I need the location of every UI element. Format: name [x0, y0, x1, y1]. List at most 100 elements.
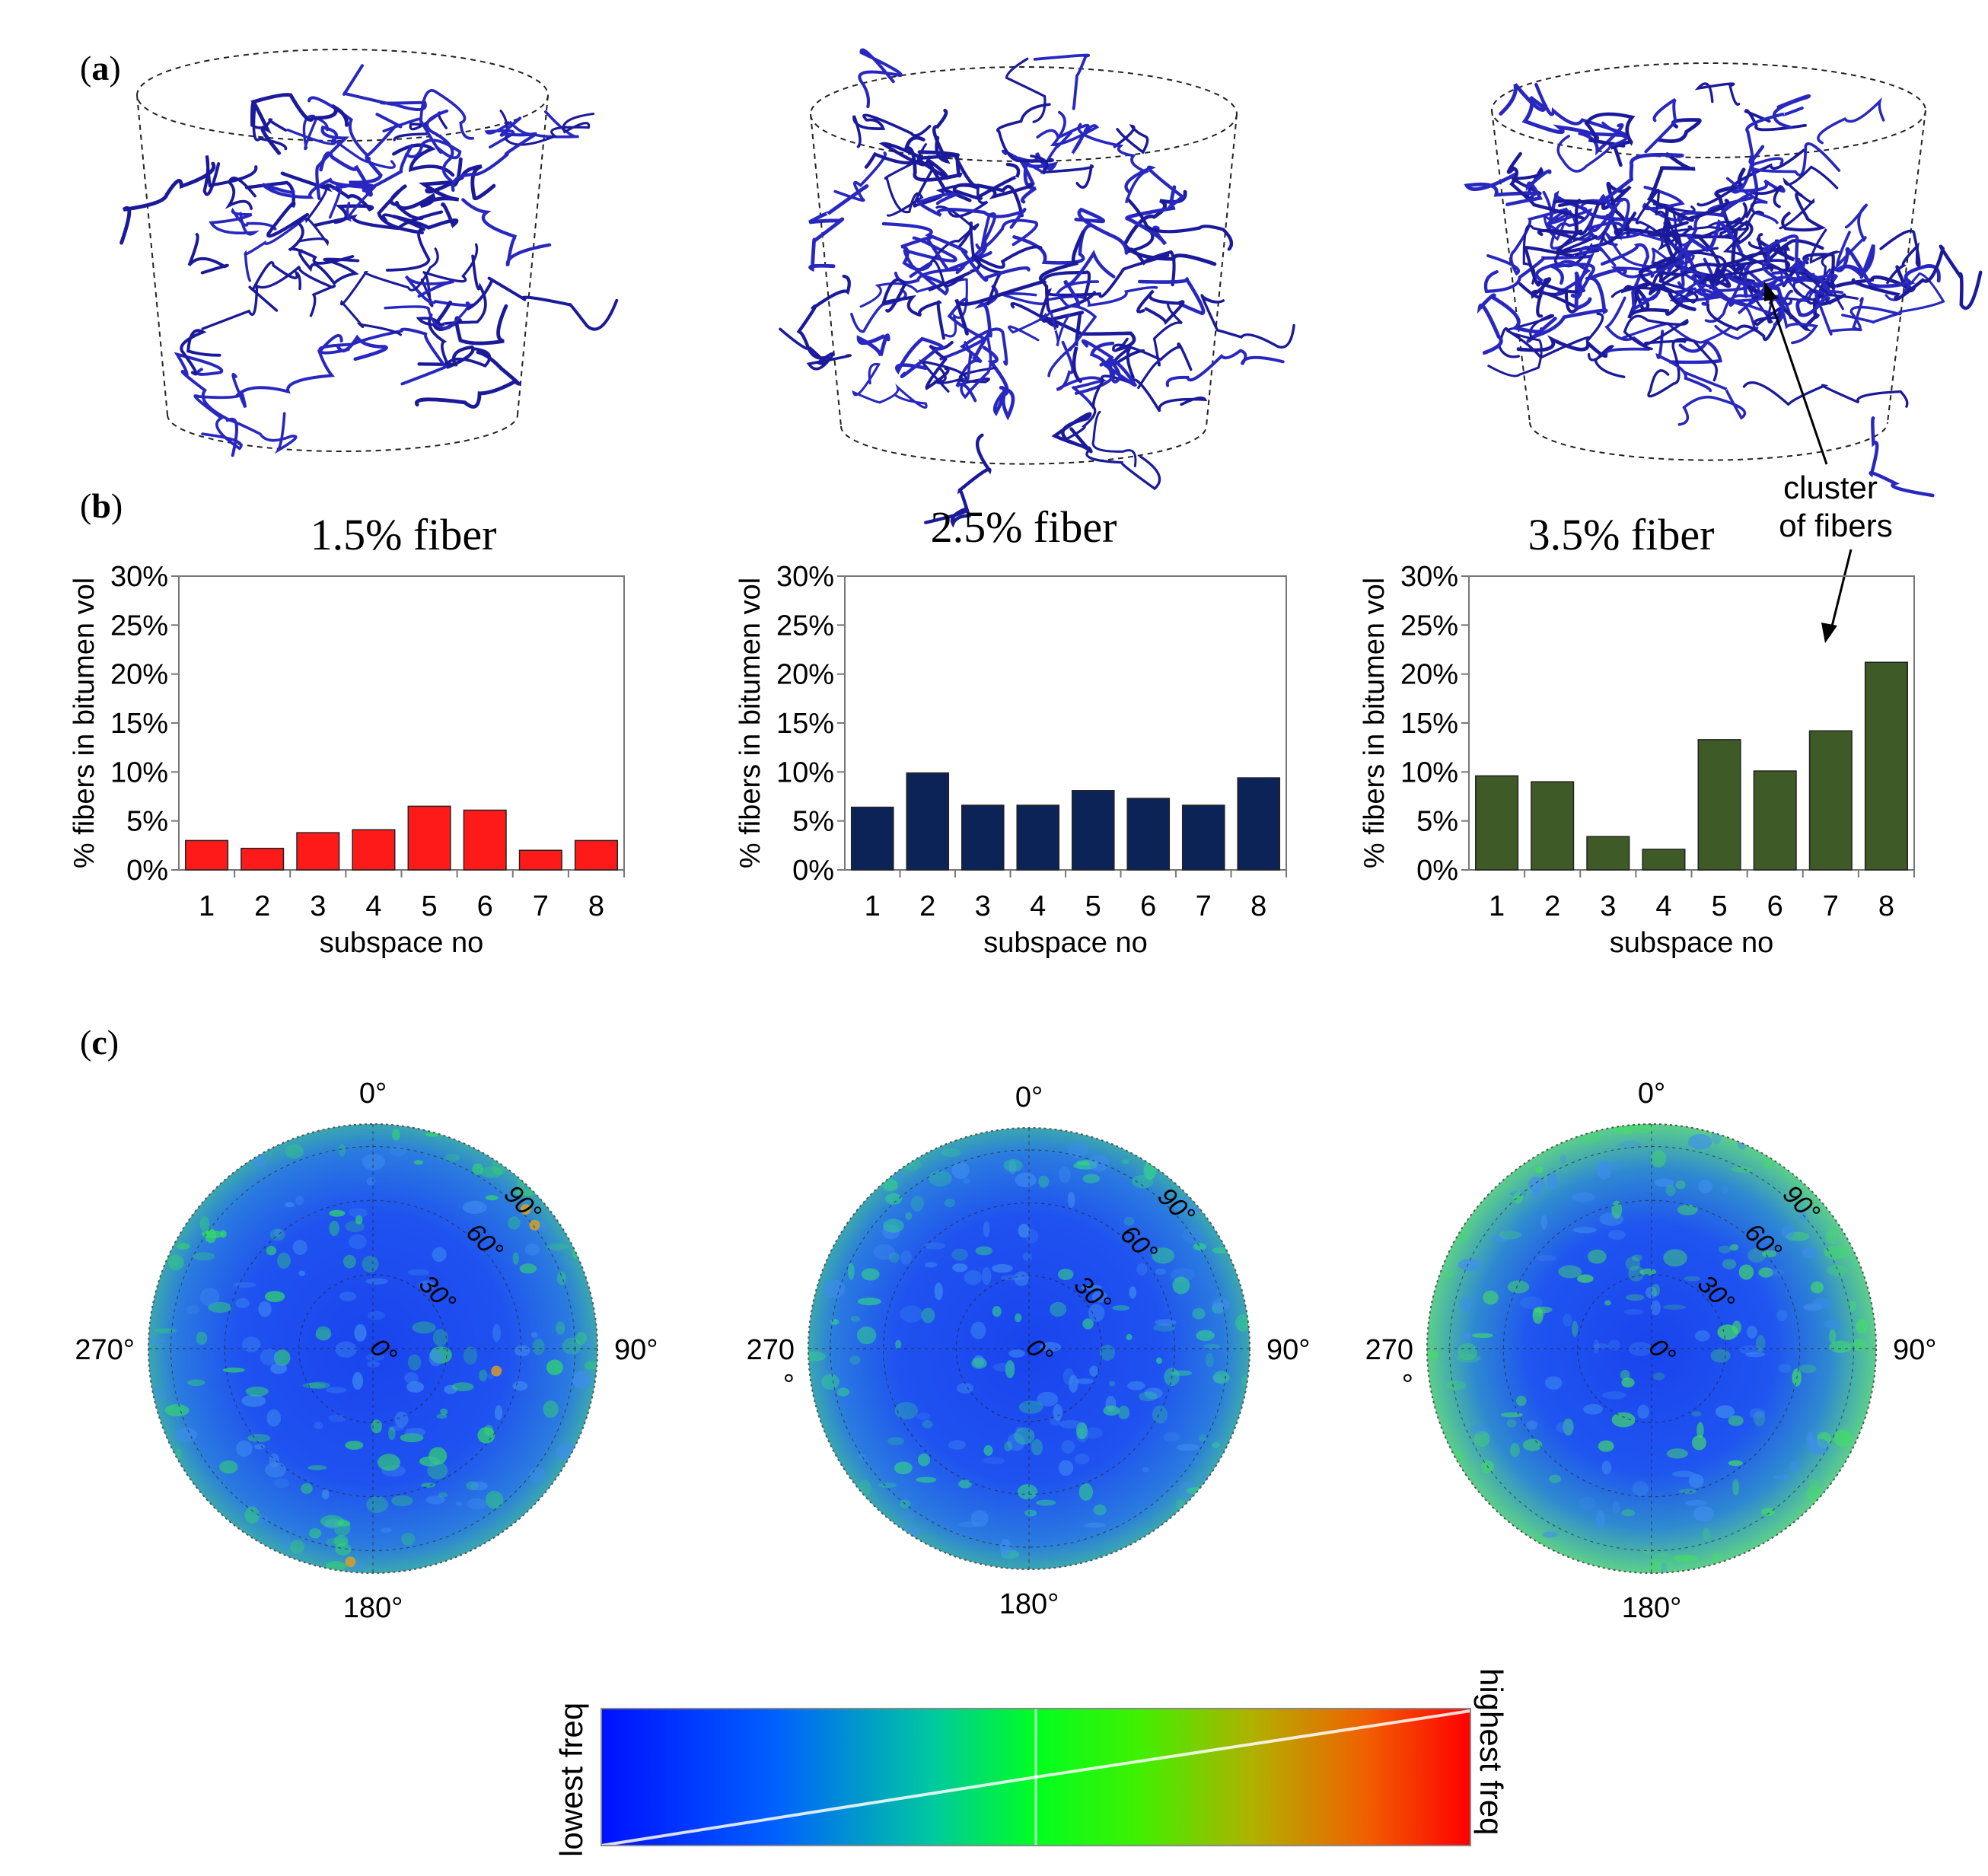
- polar-hotspot: [407, 1269, 429, 1276]
- polar-label-bottom: 180°: [1622, 1592, 1682, 1624]
- fiber: [187, 233, 229, 275]
- polar-hotspot: [413, 1160, 424, 1165]
- polar-hotspot: [1068, 1142, 1089, 1158]
- polar-hotspot: [830, 1319, 839, 1325]
- x-tick-label: 3: [310, 890, 326, 922]
- polar-hotspot: [421, 1483, 435, 1488]
- polar-hotspot: [1639, 1268, 1657, 1276]
- polar-hotspot: [1445, 1381, 1467, 1390]
- annotation-line1: cluster: [1783, 470, 1878, 505]
- cylinder-bottom-outline: [167, 414, 518, 452]
- fiber-render-2: [779, 48, 1295, 528]
- polar-hotspot: [1035, 1499, 1056, 1506]
- polar-hotspot: [277, 1252, 291, 1269]
- polar-hotspot: [333, 1535, 349, 1547]
- fiber: [250, 93, 349, 155]
- polar-hotspot: [354, 1323, 367, 1342]
- polar-hotspot: [485, 1490, 504, 1509]
- polar-hotspot: [1646, 1286, 1658, 1299]
- bar: [1531, 781, 1575, 871]
- polar-hotspot: [1549, 1474, 1562, 1483]
- fiber: [382, 89, 474, 140]
- polar-hotspot: [199, 1288, 220, 1306]
- polar-peak: [529, 1219, 540, 1231]
- polar-hotspot: [1176, 1444, 1199, 1451]
- fiber: [779, 327, 852, 371]
- fiber: [395, 157, 463, 211]
- polar-hotspot: [1212, 1247, 1230, 1253]
- fiber: [201, 265, 336, 330]
- polar-label-left: 270: [1365, 1334, 1413, 1366]
- polar-hotspot: [440, 1408, 448, 1416]
- polar-hotspot: [1711, 1126, 1722, 1145]
- polar-hotspot: [823, 1279, 846, 1298]
- fiber: [1635, 188, 1719, 253]
- polar-hotspot: [1427, 1351, 1439, 1359]
- polar-hotspot: [923, 1242, 946, 1250]
- polar-hotspot: [1810, 1281, 1824, 1294]
- polar-hotspot: [893, 1172, 906, 1180]
- polar-hotspot: [177, 1243, 190, 1250]
- polar-hotspot: [477, 1427, 495, 1444]
- polar-hotspot: [1513, 1191, 1524, 1204]
- fiber: [808, 184, 869, 272]
- polar-hotspot: [400, 1433, 424, 1443]
- polar-hotspot: [916, 1413, 931, 1420]
- polar-hotspot: [964, 1269, 982, 1285]
- polar-hotspot: [349, 1234, 367, 1250]
- polar-hotspot: [1053, 1403, 1062, 1421]
- fiber: [913, 169, 989, 218]
- bar: [574, 839, 618, 871]
- polar-hotspot: [425, 1495, 445, 1505]
- fiber: [484, 110, 579, 149]
- fiber: [1688, 251, 1747, 290]
- polar-hotspot: [444, 1154, 460, 1162]
- fiber: [881, 278, 945, 340]
- polar-hotspot: [951, 1248, 968, 1261]
- polar-hotspot: [378, 1454, 400, 1471]
- polar-hotspot: [934, 1282, 943, 1301]
- polar-hotspot: [249, 1514, 269, 1524]
- polar-hotspot: [199, 1216, 209, 1232]
- polar-hotspot: [528, 1467, 546, 1483]
- fiber: [1051, 412, 1093, 454]
- x-tick-label: 3: [1600, 890, 1616, 922]
- fiber: [1113, 124, 1149, 154]
- polar-hotspot: [235, 1298, 250, 1308]
- polar-hotspot: [1018, 1400, 1043, 1414]
- fiber: [958, 221, 1003, 306]
- polar-hotspot: [1112, 1305, 1130, 1311]
- polar-hotspot: [1535, 1166, 1544, 1174]
- fiber: [1835, 244, 1875, 279]
- fiber: [315, 125, 350, 200]
- polar-hotspot: [1152, 1405, 1168, 1424]
- polar-hotspot: [1729, 1244, 1739, 1251]
- y-tick-label: 0%: [1416, 855, 1458, 887]
- fiber: [1091, 374, 1208, 412]
- polar-hotspot: [1458, 1343, 1478, 1361]
- fiber: [1668, 339, 1723, 365]
- bar: [1697, 739, 1741, 871]
- polar-hotspot: [1014, 1427, 1035, 1445]
- fiber: [384, 301, 470, 330]
- y-axis-label: % fibers in bitumen vol: [1359, 578, 1391, 868]
- polar-hotspot: [898, 1514, 914, 1521]
- fiber: [1677, 145, 1765, 225]
- polar-hotspot: [270, 1363, 288, 1374]
- polar-hotspot: [1673, 1554, 1698, 1562]
- polar-hotspot: [429, 1447, 448, 1465]
- polar-hotspot: [1153, 1323, 1176, 1332]
- polar-hotspot: [1083, 1427, 1103, 1439]
- bar: [961, 804, 1005, 871]
- polar-hotspot: [407, 1354, 422, 1371]
- fiber: [1556, 121, 1629, 173]
- polar-hotspot: [367, 1361, 380, 1368]
- polar-hotspot: [1559, 1154, 1567, 1164]
- panel-label-b: (b): [80, 486, 123, 525]
- polar-hotspot: [885, 1193, 903, 1205]
- polar-hotspot: [1738, 1264, 1754, 1280]
- polar-hotspot: [148, 1388, 167, 1400]
- polar-disk: [1427, 1124, 1876, 1573]
- cylinder-top-outline: [1491, 62, 1926, 158]
- polar-hotspot: [1082, 1174, 1101, 1183]
